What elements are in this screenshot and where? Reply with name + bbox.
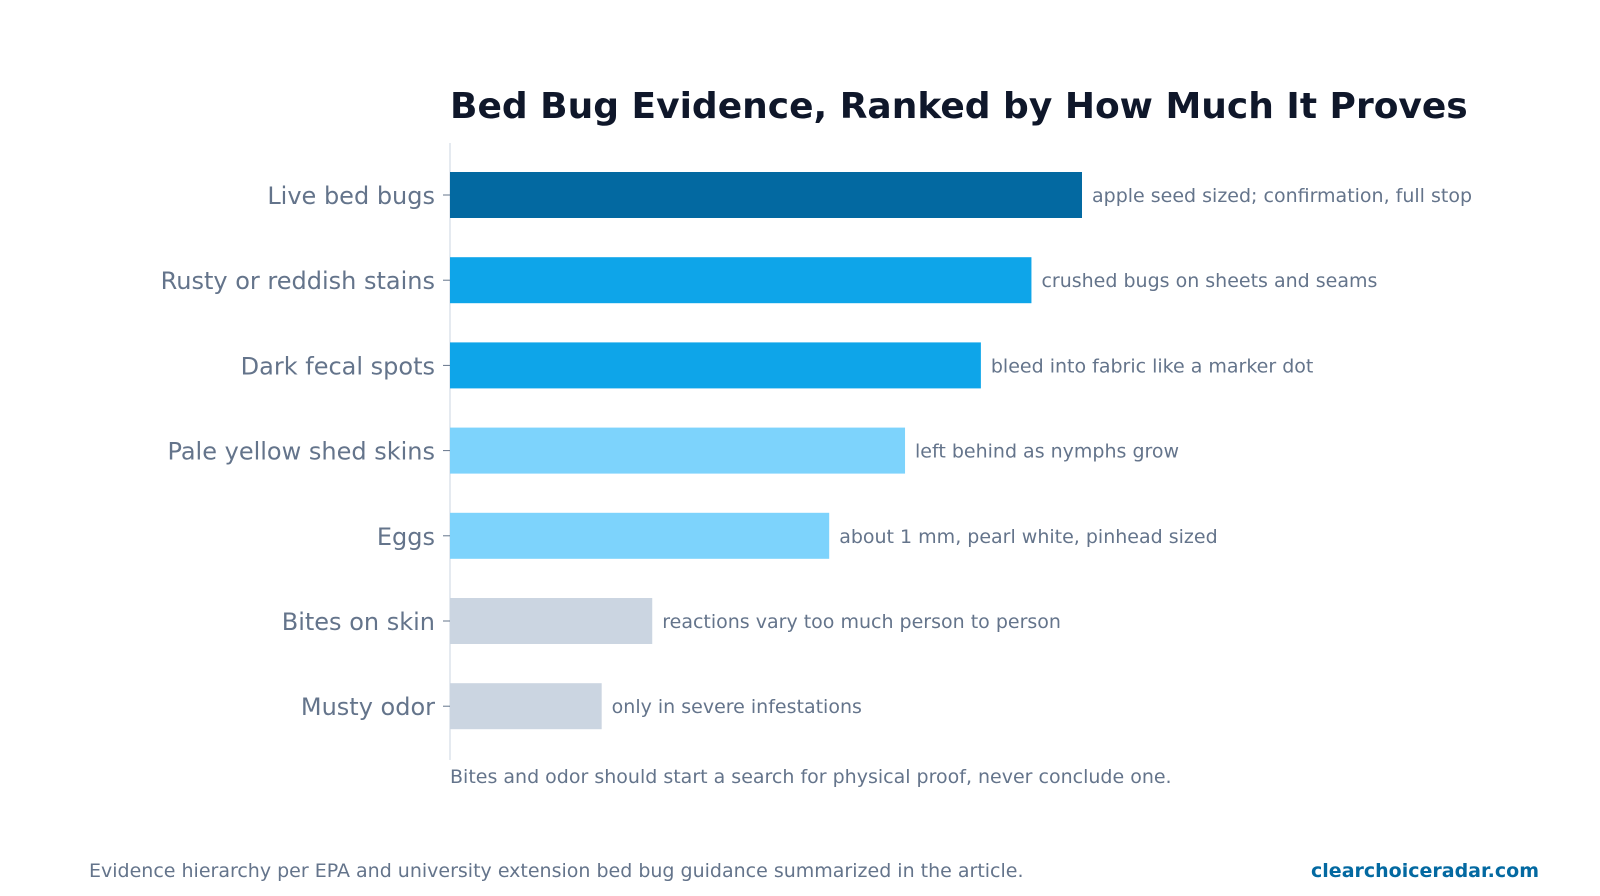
- bars-group: Live bed bugs apple seed sized; confirmat…: [161, 172, 1472, 730]
- bar-annotation: apple seed sized; confirmation, full sto…: [1092, 185, 1472, 207]
- bar: [450, 342, 981, 389]
- category-label: Musty odor: [301, 693, 435, 721]
- category-label: Dark fecal spots: [241, 352, 435, 380]
- bar-annotation: crushed bugs on sheets and seams: [1041, 270, 1377, 292]
- footer-brand[interactable]: clearchoiceradar.com: [1311, 860, 1539, 882]
- bar-annotation: about 1 mm, pearl white, pinhead sized: [839, 526, 1217, 548]
- bar: [450, 172, 1082, 218]
- category-label: Rusty or reddish stains: [161, 267, 435, 295]
- category-label: Pale yellow shed skins: [167, 438, 435, 466]
- category-label: Live bed bugs: [267, 182, 435, 210]
- bar: [450, 512, 830, 559]
- chart-note: Bites and odor should start a search for…: [450, 766, 1172, 788]
- bar: [450, 683, 602, 730]
- bar: [450, 598, 653, 644]
- category-label: Bites on skin: [282, 608, 435, 636]
- bar-annotation: bleed into fabric like a marker dot: [991, 355, 1313, 377]
- footer-source: Evidence hierarchy per EPA and universit…: [89, 860, 1024, 882]
- bar-annotation: only in severe infestations: [612, 696, 862, 718]
- category-label: Eggs: [377, 523, 435, 551]
- bar-annotation: reactions vary too much person to person: [662, 611, 1061, 633]
- bar: [450, 427, 906, 474]
- bar: [450, 257, 1032, 304]
- chart-title: Bed Bug Evidence, Ranked by How Much It …: [450, 86, 1468, 127]
- bar-annotation: left behind as nymphs grow: [915, 441, 1179, 463]
